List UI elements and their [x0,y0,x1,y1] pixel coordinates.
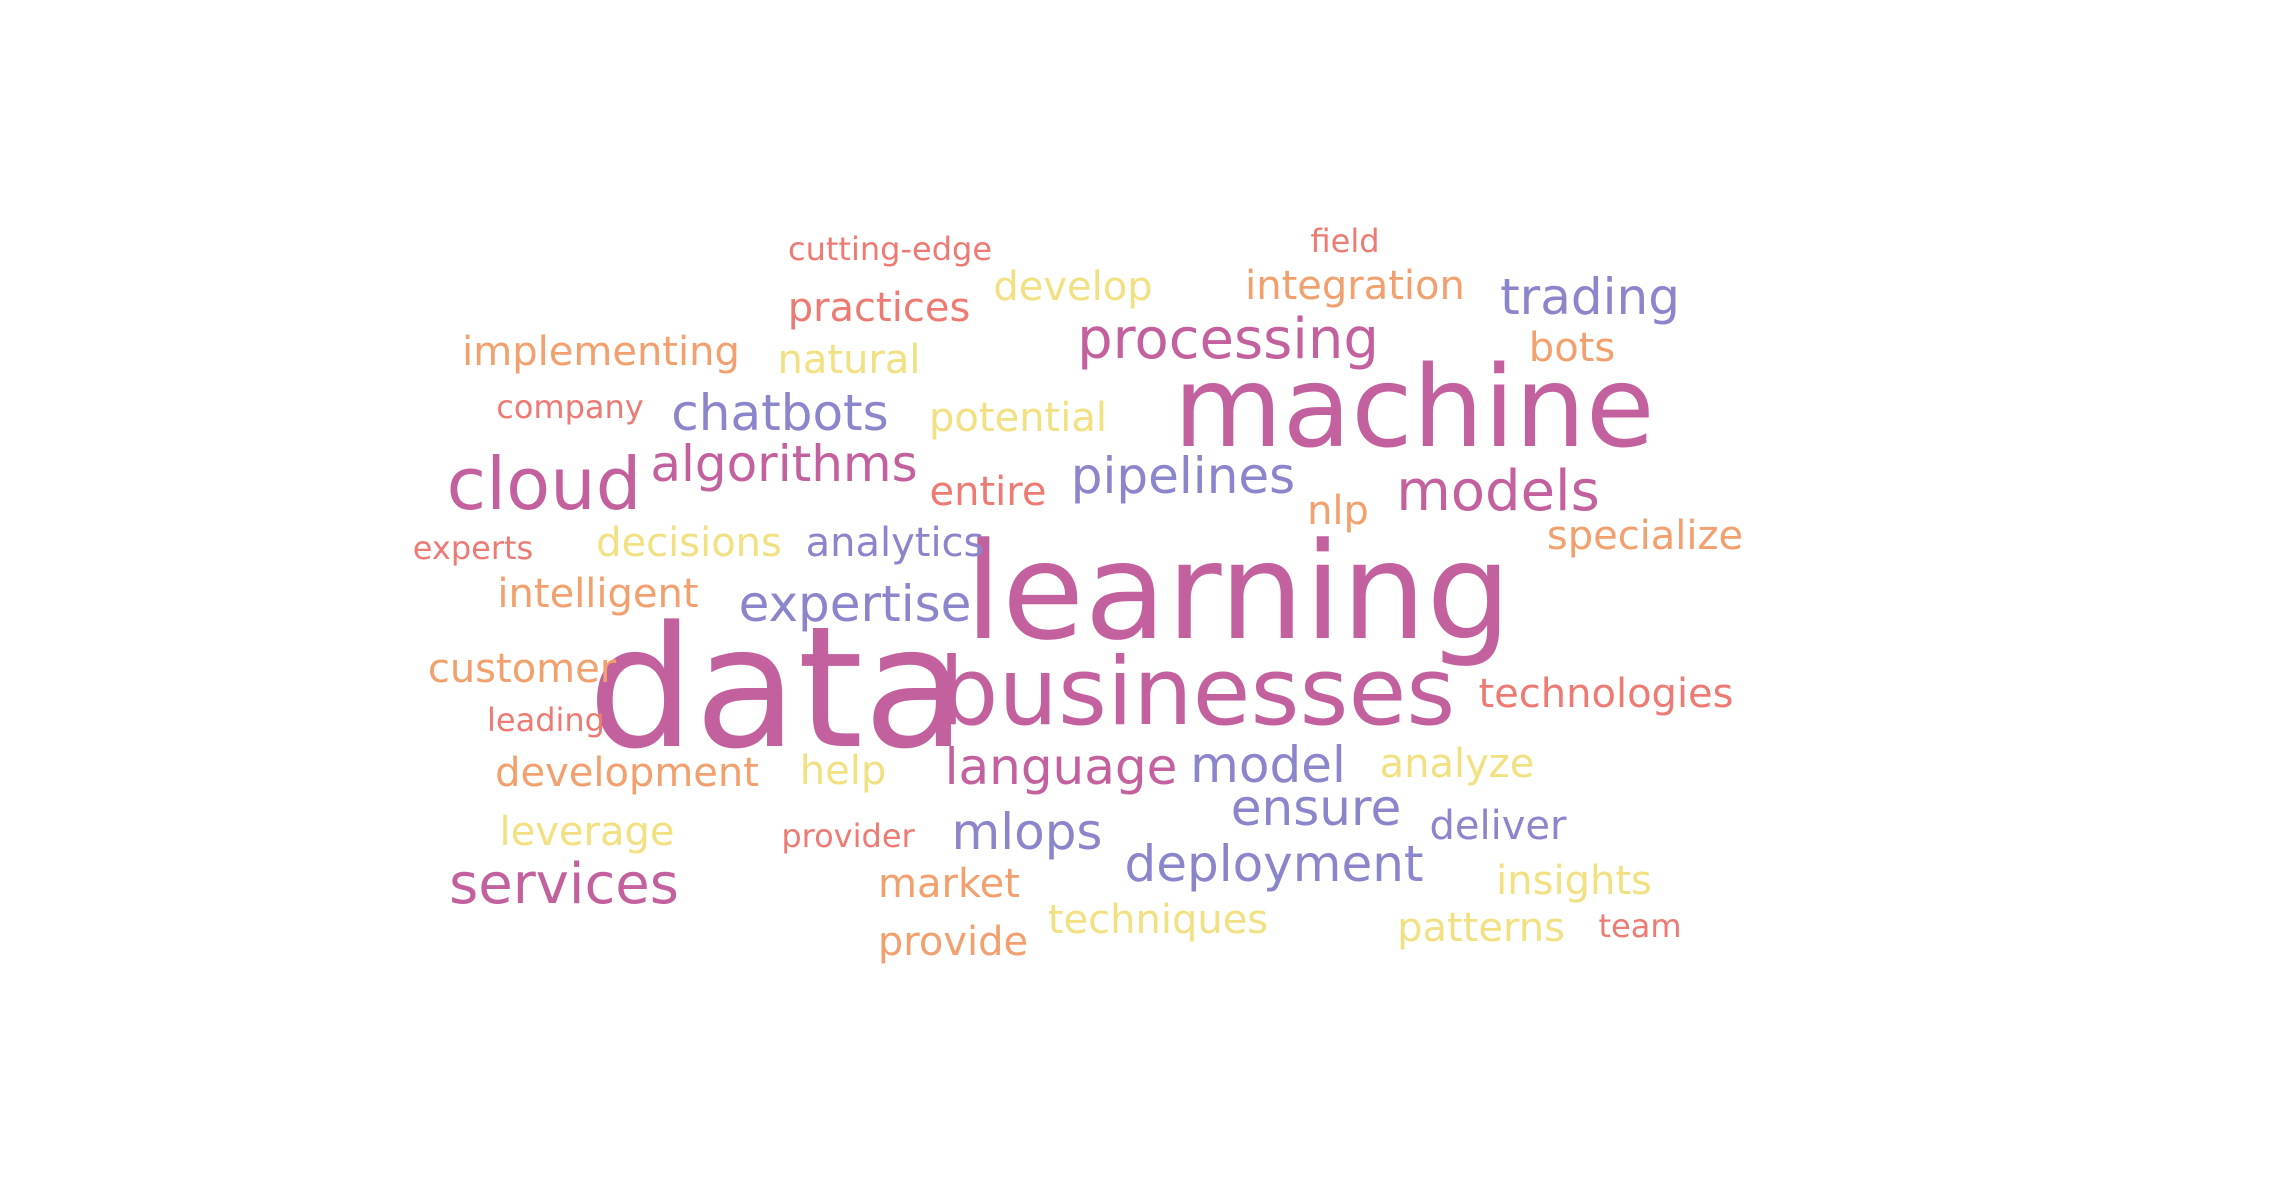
word-natural: natural [777,337,921,383]
word-analyze: analyze [1379,741,1535,787]
word-potential: potential [929,395,1107,441]
word-deployment: deployment [1124,835,1424,893]
word-integration: integration [1245,263,1465,309]
word-provide: provide [877,919,1029,965]
word-processing: processing [1077,307,1379,372]
word-implementing: implementing [462,329,740,375]
word-intelligent: intelligent [497,571,699,617]
word-experts: experts [412,529,534,567]
word-help: help [799,748,887,794]
word-customer: customer [427,646,617,692]
word-ensure: ensure [1230,779,1402,837]
word-provider: provider [781,817,915,855]
word-insights: insights [1496,858,1652,904]
word-nlp: nlp [1307,488,1369,534]
word-algorithms: algorithms [650,435,918,493]
word-techniques: techniques [1047,897,1269,943]
word-patterns: patterns [1397,905,1565,951]
word-deliver: deliver [1429,803,1567,849]
word-bots: bots [1528,325,1616,371]
word-field: field [1310,222,1380,260]
word-cloud: cloud [446,442,642,526]
word-technologies: technologies [1478,671,1734,717]
word-analytics: analytics [805,520,985,566]
word-chatbots: chatbots [671,384,889,442]
word-trading: trading [1500,268,1680,326]
word-development: development [495,750,759,796]
word-leading: leading [487,701,605,739]
word-specialize: specialize [1546,513,1744,559]
word-data: data [587,590,967,786]
word-learning: learning [964,514,1512,670]
word-cutting-edge: cutting-edge [788,230,992,268]
word-language: language [944,738,1178,796]
word-practices: practices [787,285,971,331]
word-model: model [1190,736,1346,794]
word-leverage: leverage [499,809,675,855]
word-pipelines: pipelines [1070,447,1296,505]
word-team: team [1598,907,1682,945]
word-mlops: mlops [951,803,1103,861]
word-machine: machine [1173,343,1655,473]
word-develop: develop [993,264,1153,310]
word-company: company [496,388,644,426]
word-businesses: businesses [938,638,1456,747]
word-services: services [449,852,679,917]
word-market: market [878,861,1020,907]
word-entire: entire [929,469,1047,515]
word-expertise: expertise [738,575,972,633]
word-decisions: decisions [596,520,782,566]
word-models: models [1396,459,1600,524]
